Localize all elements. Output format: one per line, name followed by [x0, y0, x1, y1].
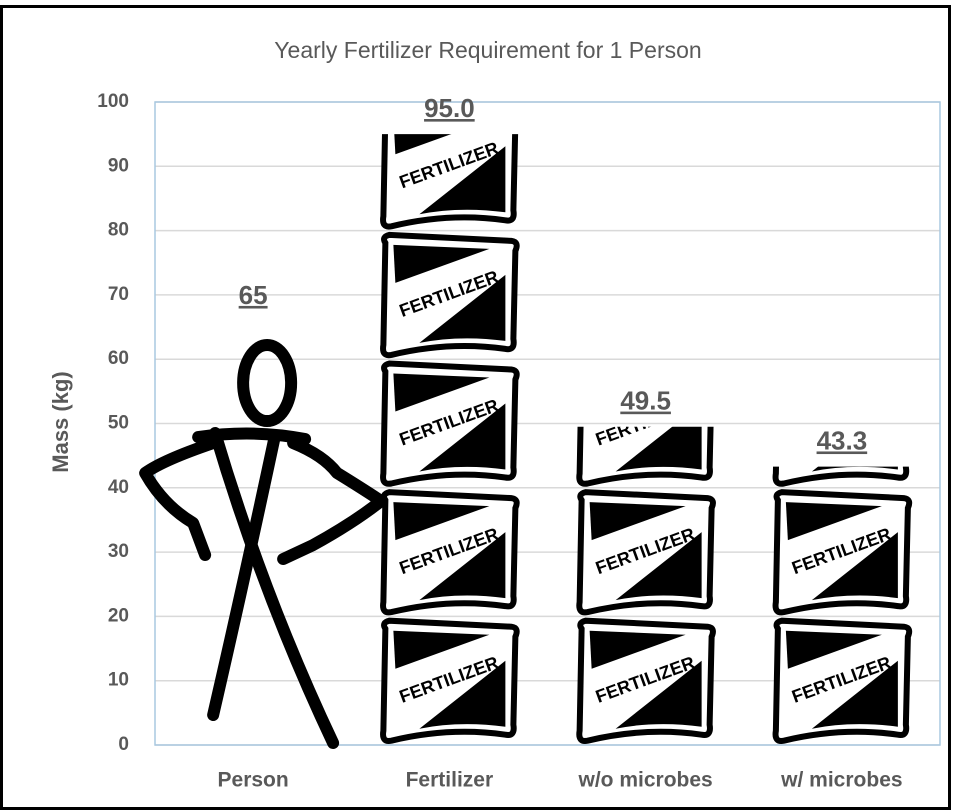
person-bar — [139, 339, 388, 749]
bag-stripe — [393, 630, 490, 669]
value-label: 65 — [239, 280, 268, 310]
fertilizer-bag: FERTILIZER — [380, 360, 520, 487]
x-tick-label: w/ microbes — [780, 769, 902, 792]
bag-shade — [419, 146, 506, 215]
person-figure — [139, 339, 388, 749]
fertilizer-bag: FERTILIZER — [380, 617, 520, 744]
y-tick-label: 10 — [108, 670, 129, 691]
person-head — [237, 339, 298, 428]
fertilizer-bag: FERTILIZER — [576, 489, 716, 616]
y-tick-label: 40 — [108, 477, 129, 498]
value-label: 49.5 — [620, 386, 671, 416]
x-tick-label: Person — [218, 769, 289, 792]
y-tick-label: 80 — [108, 220, 129, 241]
y-tick-label: 30 — [108, 541, 129, 562]
bag-stripe — [785, 630, 882, 669]
chart-title: Yearly Fertilizer Requirement for 1 Pers… — [274, 37, 701, 63]
bag-shade — [419, 274, 506, 343]
bag-stripe — [785, 502, 882, 541]
x-tick-label: w/o microbes — [578, 769, 713, 792]
fertilizer-bag: FERTILIZER — [772, 489, 913, 616]
bag-outline — [772, 466, 910, 487]
plot-area — [154, 101, 941, 746]
value-label: 95.0 — [424, 93, 475, 123]
person-leg-right — [209, 427, 340, 749]
person-arm-right — [277, 437, 388, 566]
y-tick-label: 60 — [108, 348, 129, 369]
y-tick-label: 100 — [97, 91, 129, 112]
fertilizer-bag: FERTILIZER — [576, 617, 716, 744]
y-tick-label: 90 — [108, 155, 129, 176]
person-leg-left — [207, 429, 282, 722]
bag-shade — [615, 426, 702, 472]
bag-shade — [419, 403, 506, 472]
bag-shade — [419, 660, 506, 729]
bag-shade — [811, 466, 898, 472]
fertilizer-bag: FERTILIZER — [772, 466, 910, 487]
bag-stripe — [393, 502, 490, 541]
bag-stripe — [589, 630, 686, 669]
bag-stripe — [393, 244, 490, 283]
bag-shade — [615, 660, 702, 729]
bag-stripe — [589, 502, 686, 541]
y-tick-label: 50 — [108, 413, 129, 434]
value-label: 43.3 — [817, 425, 868, 455]
fertilizer-bag: FERTILIZER — [380, 134, 519, 230]
bag-shade — [615, 532, 702, 601]
bag-shade — [811, 532, 898, 601]
fertilizer-bag: FERTILIZER — [380, 231, 520, 359]
y-tick-label: 70 — [108, 284, 129, 305]
x-tick-label: Fertilizer — [406, 769, 494, 792]
fertilizer-bar: FERTILIZERFERTILIZERFERTILIZERFERTILIZER… — [380, 134, 520, 744]
y-axis-label: Mass (kg) — [48, 371, 73, 472]
y-tick-label: 0 — [118, 734, 129, 755]
fertilizer-bag: FERTILIZER — [772, 617, 913, 744]
bag-stripe — [394, 134, 452, 155]
fertilizer-bag: FERTILIZER — [380, 489, 520, 616]
bag-shade — [419, 532, 506, 601]
bag-stripe — [393, 373, 490, 412]
bag-shade — [811, 660, 898, 729]
person-arm-left — [139, 437, 220, 562]
fertilizer-bag: FERTILIZER — [576, 426, 714, 487]
y-tick-label: 20 — [108, 605, 129, 626]
